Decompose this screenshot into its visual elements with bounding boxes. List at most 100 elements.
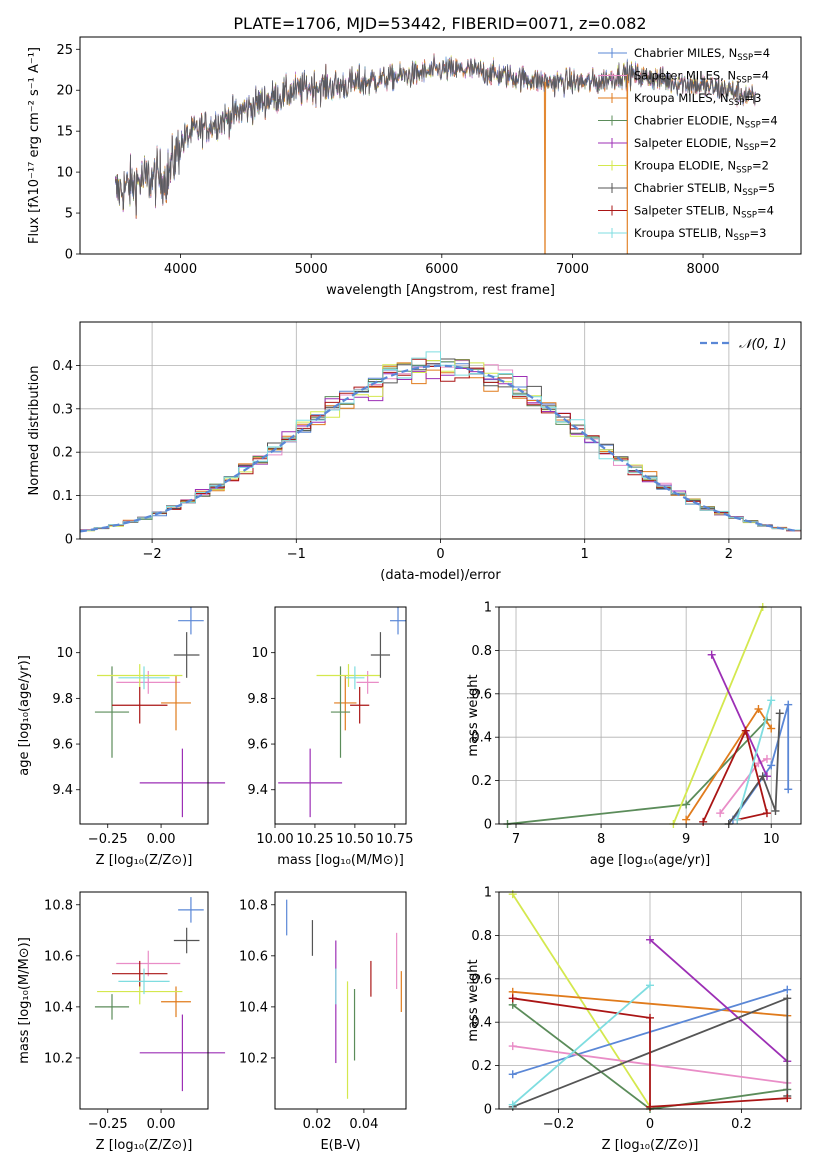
- y-tick-label: 20: [56, 84, 73, 99]
- x-tick-label: 10.00: [256, 832, 293, 847]
- legend-label: Salpeter STELIB, N: [634, 204, 741, 218]
- x-tick-label: −2: [143, 547, 162, 562]
- legend-entry-kroupa_stelib: Kroupa STELIB, NSSP=3: [634, 226, 766, 243]
- x-tick-label: −1: [287, 547, 306, 562]
- legend-label: Kroupa MILES, N: [634, 91, 729, 105]
- y-tick-label: 10: [251, 646, 268, 661]
- y-tick-label: 0.2: [52, 446, 73, 461]
- weight-line-salpeter_stelib: [702, 728, 769, 823]
- x-tick-label: 10.75: [376, 832, 413, 847]
- x-tick-label: −0.25: [88, 1117, 128, 1132]
- panel-weight_vs_Z: −0.2 0 0.2 0 0.2 0.4 0.6 0.8 1 Z [log₁₀(Z/Z⊙)] mas…: [466, 886, 802, 1153]
- y-tick-label: 5: [65, 207, 73, 222]
- panel-age_vs_Z: −0.25 0.00 9.4 9.6 9.8 10 Z [log₁₀(Z/Z⊙)] age […: [17, 606, 226, 868]
- axes-frame: [274, 891, 407, 1110]
- x-axis-label: (data-model)/error: [380, 568, 501, 583]
- y-tick-label: 15: [56, 125, 73, 140]
- legend-entry-chabrier_elodie: Chabrier ELODIE, NSSP=4: [634, 114, 778, 131]
- axes-frame: [79, 321, 802, 540]
- y-axis-label: mass [log₁₀(M/M⊙)]: [17, 937, 32, 1064]
- x-axis-label: Z [log₁₀(Z/Z⊙)]: [96, 853, 193, 868]
- y-tick-label: 0.1: [52, 489, 73, 504]
- y-tick-label: 10.6: [44, 949, 73, 964]
- y-tick-label: 0.2: [471, 1059, 492, 1074]
- y-tick-label: 0: [65, 248, 73, 263]
- weight-line-salpeter_elodie: [710, 654, 768, 777]
- y-tick-label: 0.4: [471, 1016, 492, 1031]
- legend-n: =4: [761, 114, 778, 128]
- x-tick-label: 6000: [425, 262, 458, 277]
- legend-sub: SSP: [736, 166, 752, 176]
- y-tick-label: 9.6: [247, 738, 268, 753]
- y-axis-label: Flux [fλ10⁻¹⁷ erg cm⁻² s⁻¹ A⁻¹]: [27, 47, 42, 244]
- y-tick-label: 10: [56, 646, 73, 661]
- legend-label: Salpeter MILES, N: [634, 69, 736, 83]
- y-tick-label: 0.8: [471, 929, 492, 944]
- x-tick-label: 5000: [295, 262, 328, 277]
- legend-sub: SSP: [741, 211, 757, 221]
- x-axis-label: wavelength [Angstrom, rest frame]: [326, 283, 555, 298]
- x-tick-label: 0.04: [349, 1117, 378, 1132]
- legend-label: Chabrier STELIB, N: [634, 181, 742, 195]
- axes-frame: [79, 891, 209, 1110]
- weight-line-kroupa_miles: [512, 990, 788, 1017]
- spectrum-lines: [114, 53, 756, 254]
- gaussian-curve: [80, 364, 799, 533]
- y-axis-label: Normed distribution: [27, 366, 42, 496]
- y-tick-label: 0.8: [471, 644, 492, 659]
- panel-mass_vs_Z: −0.25 0.00 10.2 10.4 10.6 10.8 Z [log₁₀(Z/Z⊙)]…: [17, 891, 226, 1153]
- x-tick-label: 10.50: [336, 832, 373, 847]
- x-axis-label: Z [log₁₀(Z/Z⊙)]: [96, 1138, 193, 1153]
- x-axis-label: E(B-V): [320, 1138, 360, 1153]
- legend-sub: SSP: [736, 76, 752, 86]
- legend-n: =4: [752, 69, 769, 83]
- weight-line-chabrier_stelib: [727, 713, 781, 825]
- x-axis-label: age [log₁₀(age/yr)]: [590, 853, 711, 868]
- x-tick-label: 10.25: [296, 832, 333, 847]
- legend-entry-chabrier_miles: Chabrier MILES, NSSP=4: [634, 46, 770, 63]
- y-tick-label: 0.4: [471, 731, 492, 746]
- weight-line-chabrier_elodie: [507, 719, 768, 825]
- weight-line-salpeter_elodie: [649, 939, 788, 1062]
- y-tick-label: 0.6: [471, 687, 492, 702]
- legend-label: Kroupa ELODIE, N: [634, 159, 736, 173]
- legend-gaussian-label: 𝒩(0, 1): [739, 337, 786, 352]
- x-tick-label: 0.2: [731, 1117, 752, 1132]
- y-tick-label: 10.8: [44, 898, 73, 913]
- legend-n: =4: [757, 204, 774, 218]
- y-tick-label: 10.2: [44, 1051, 73, 1066]
- legend-sub: SSP: [737, 53, 753, 63]
- y-tick-label: 10.8: [239, 898, 268, 913]
- weight-lines: [508, 890, 792, 1113]
- x-axis-label: Z [log₁₀(Z/Z⊙)]: [602, 1138, 699, 1153]
- spectrum-line-chabrier_stelib: [114, 55, 756, 216]
- x-tick-label: −0.25: [88, 832, 128, 847]
- legend-sub: SSP: [734, 233, 750, 243]
- y-tick-label: 10.4: [44, 1000, 73, 1015]
- histograms: [80, 351, 801, 534]
- panel-mass_vs_ebv: 0.02 0.04 10.2 10.4 10.6 10.8 E(B-V): [239, 891, 407, 1153]
- legend-sub: SSP: [729, 98, 745, 108]
- legend-entry-kroupa_miles: Kroupa MILES, NSSP=3: [634, 91, 761, 108]
- y-tick-label: 1: [484, 886, 492, 901]
- legend-sub: SSP: [745, 121, 761, 131]
- legend-label: Salpeter ELODIE, N: [634, 136, 744, 150]
- y-tick-label: 0.3: [52, 402, 73, 417]
- y-tick-label: 9.4: [52, 783, 73, 798]
- x-tick-label: 4000: [164, 262, 197, 277]
- x-tick-label: 0.02: [303, 1117, 332, 1132]
- legend-n: =2: [760, 136, 777, 150]
- y-tick-label: 10.6: [239, 949, 268, 964]
- x-tick-label: 7000: [556, 262, 589, 277]
- axes-frame: [79, 36, 802, 255]
- axes-frame: [498, 606, 802, 825]
- x-tick-label: 10: [763, 832, 780, 847]
- y-axis-label: age [log₁₀(age/yr)]: [17, 655, 32, 776]
- weight-lines: [503, 603, 793, 828]
- x-axis-label: mass [log₁₀(M/M⊙)]: [277, 853, 404, 868]
- y-tick-label: 9.8: [247, 692, 268, 707]
- y-tick-label: 1: [484, 601, 492, 616]
- weight-line-kroupa_elodie: [672, 606, 764, 825]
